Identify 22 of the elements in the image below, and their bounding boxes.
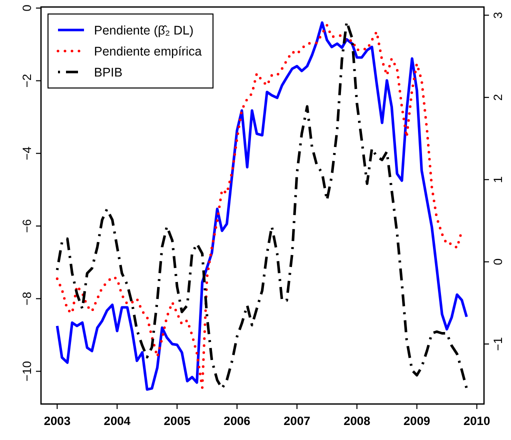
legend-label: BPIB (94, 66, 122, 80)
y-tick-label: −2 (20, 74, 34, 88)
y2-tick-label: 3 (491, 12, 505, 19)
y2-tick-label: 2 (491, 94, 505, 101)
y2-tick-label: 1 (491, 176, 505, 183)
y-tick-label: −6 (20, 218, 34, 233)
x-tick-label: 2003 (44, 414, 71, 428)
x-tick-label: 2010 (463, 414, 490, 428)
legend-label: Pendiente empírica (94, 44, 202, 58)
x-tick-label: 2007 (284, 414, 311, 428)
y2-tick-label: 0 (491, 258, 505, 266)
y-tick-label: −4 (20, 146, 34, 160)
y-tick-label: 0 (20, 4, 34, 12)
x-tick-label: 2009 (404, 414, 431, 428)
legend-label: Pendiente (β̂₂ DL) (94, 24, 194, 38)
x-tick-label: 2005 (164, 414, 191, 428)
x-tick-label: 2008 (344, 414, 371, 428)
y2-tick-label: −1 (491, 336, 505, 351)
y-tick-label: −8 (20, 292, 34, 306)
x-tick-label: 2004 (104, 414, 131, 428)
y-tick-label: −10 (20, 360, 34, 382)
x-tick-label: 2006 (224, 414, 251, 428)
